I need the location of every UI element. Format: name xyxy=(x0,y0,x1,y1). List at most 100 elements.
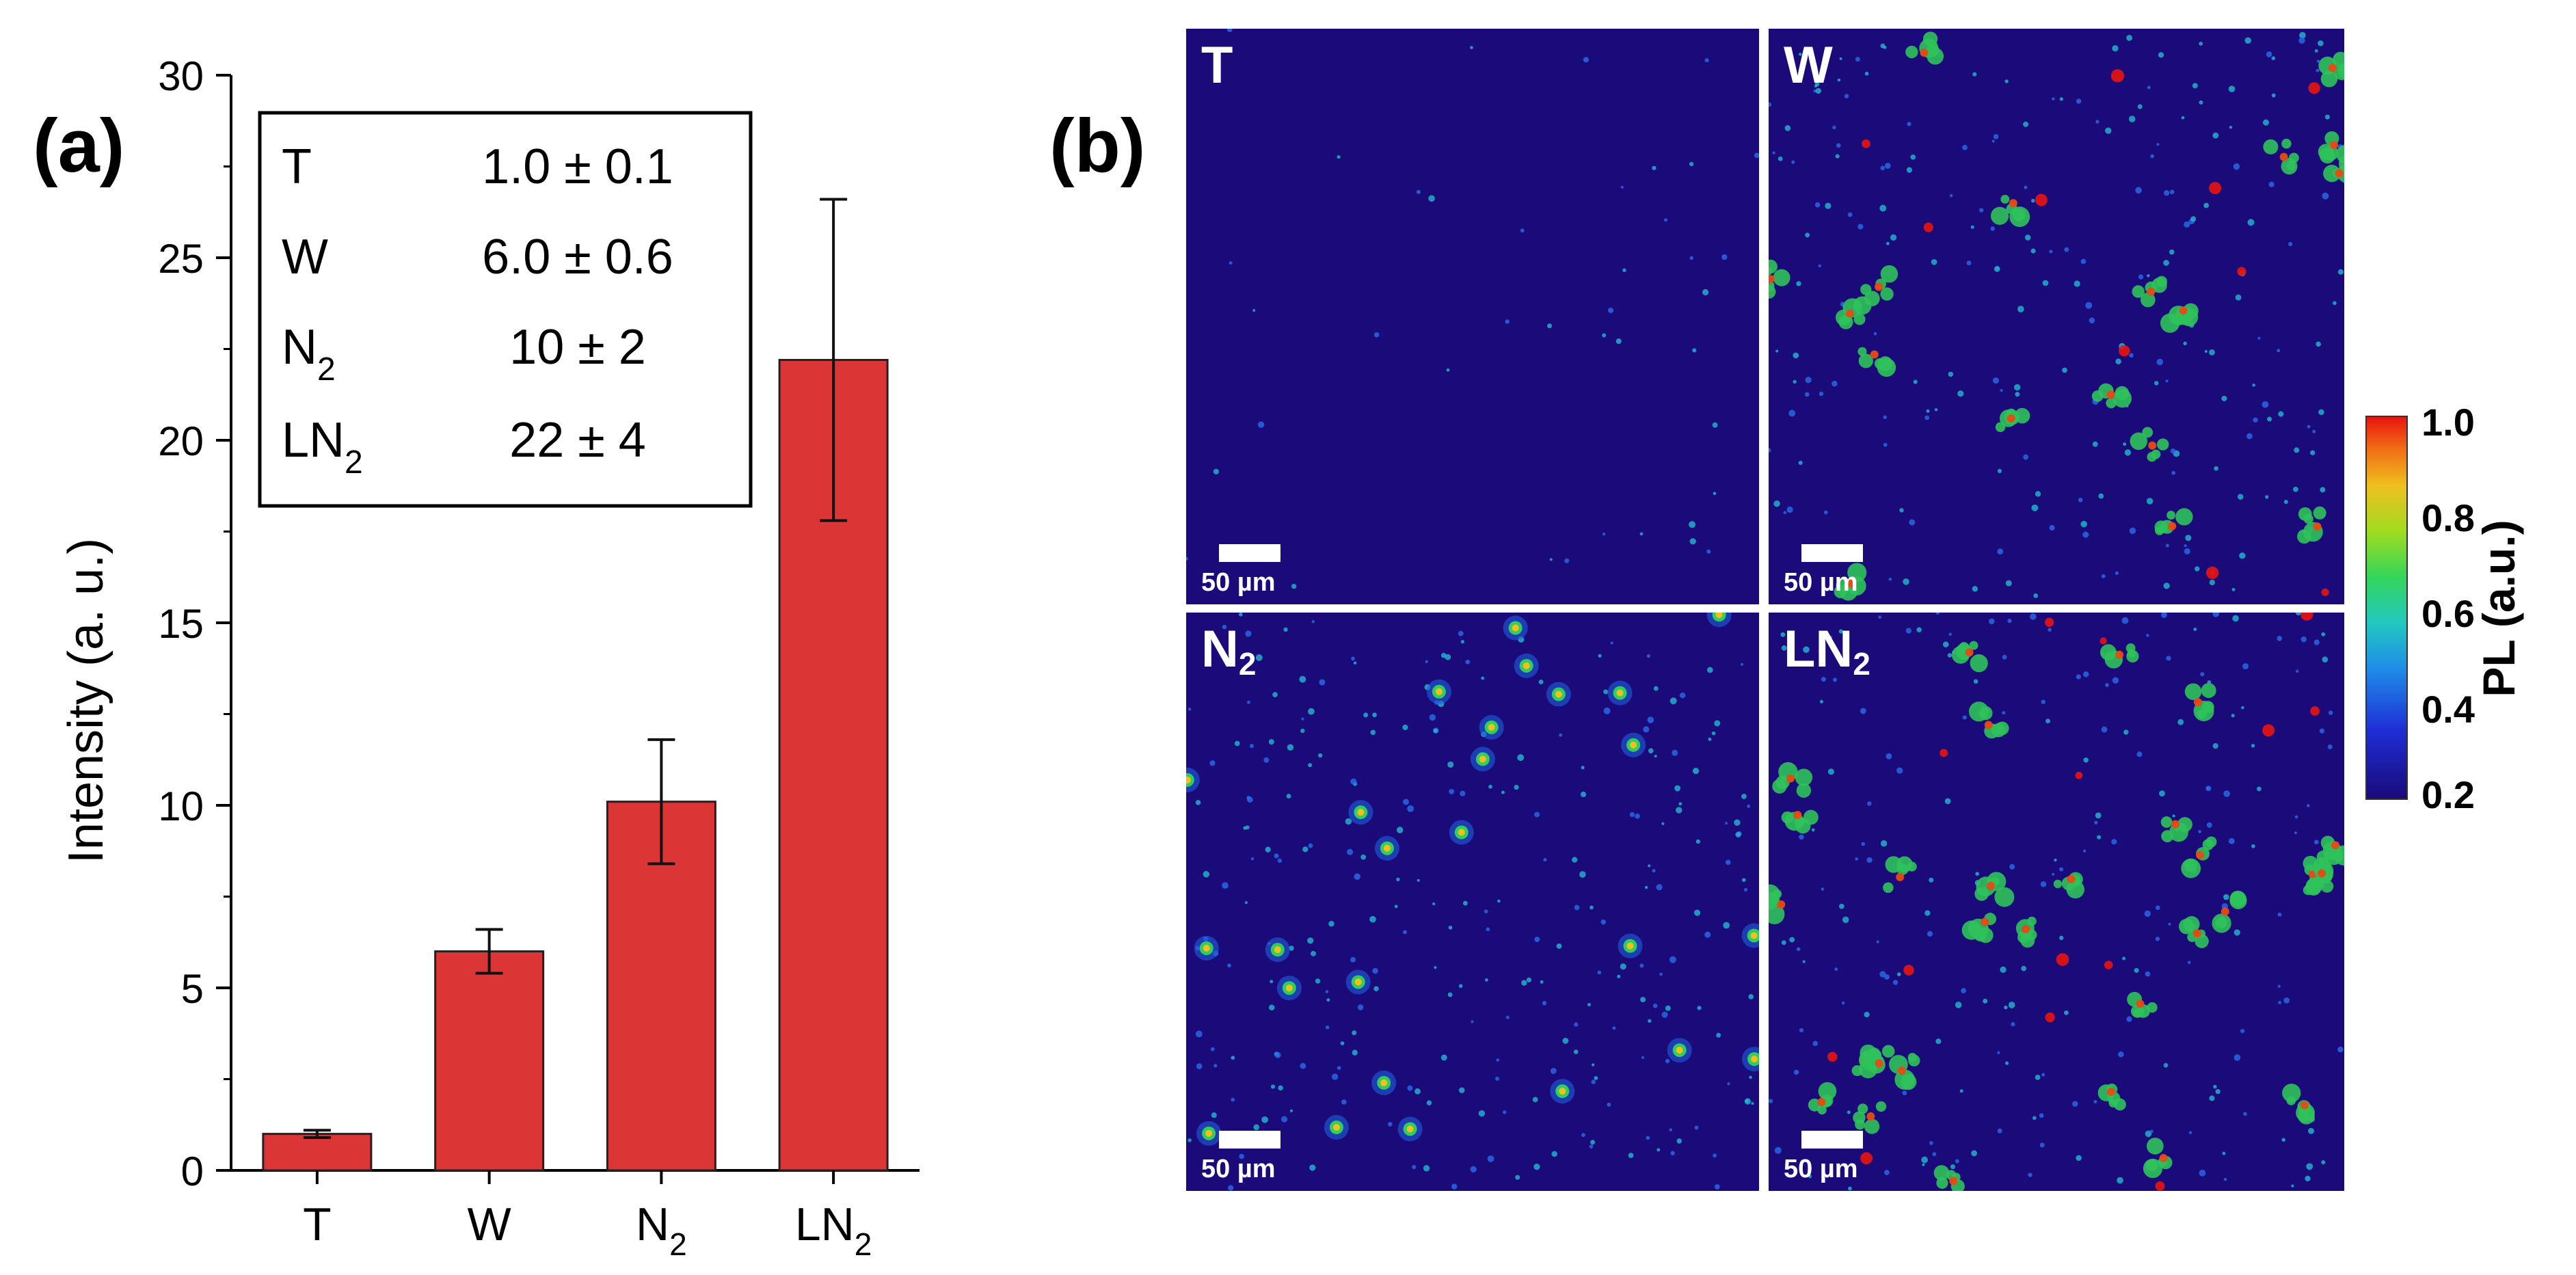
pl-spot xyxy=(2324,114,2330,120)
pl-spot xyxy=(2101,574,2106,578)
pl-spot xyxy=(2294,447,2300,453)
pl-spot xyxy=(1337,155,1341,159)
pl-spot xyxy=(2299,31,2306,39)
pl-spot xyxy=(1995,422,2006,433)
pl-spot xyxy=(2147,287,2156,296)
pl-spot xyxy=(1311,620,1315,623)
pl-spot xyxy=(1825,202,1832,209)
pl-spot xyxy=(1428,195,1435,202)
pl-spot xyxy=(1754,152,1759,159)
pl-spot xyxy=(2155,526,2164,535)
pl-spot xyxy=(1827,1051,1838,1062)
pl-spot xyxy=(1921,1156,1928,1164)
pl-spot xyxy=(2115,650,2124,659)
pl-spot xyxy=(2144,910,2151,917)
pl-spot xyxy=(1706,549,1711,554)
pl-spot xyxy=(2314,49,2318,53)
pl-spot xyxy=(1909,519,1916,526)
pl-spot xyxy=(2199,1169,2206,1177)
inset-row-value: 1.0 ± 0.1 xyxy=(482,139,673,194)
pl-spot xyxy=(2136,751,2143,757)
pl-spot xyxy=(1350,778,1357,785)
pl-spot xyxy=(1961,988,1967,994)
pl-spot xyxy=(1300,728,1305,734)
pl-spot xyxy=(1652,165,1656,170)
pl-spot xyxy=(2179,306,2188,315)
pl-spot xyxy=(1661,822,1665,825)
pl-spot xyxy=(2206,822,2212,828)
pl-spot xyxy=(1616,689,1624,697)
pl-spot xyxy=(2200,672,2205,677)
pl-spot xyxy=(2015,392,2020,397)
pl-spot xyxy=(1715,613,1723,619)
pl-spot xyxy=(1246,796,1253,803)
pl-spot xyxy=(1896,863,1909,876)
pl-spot xyxy=(1445,654,1451,660)
pl-spot xyxy=(1211,1112,1217,1118)
pl-spot xyxy=(2203,202,2209,209)
pl-spot xyxy=(2321,588,2329,596)
pl-spot xyxy=(1813,89,1816,93)
pl-spot xyxy=(2215,1089,2221,1095)
pl-spot xyxy=(1357,1004,1364,1010)
pl-spot xyxy=(2266,51,2272,57)
pl-map-title: LN2 xyxy=(1784,620,1870,682)
pl-spot xyxy=(1935,613,1940,615)
pl-spot xyxy=(1908,1054,1920,1066)
pl-spot xyxy=(2295,613,2302,616)
pl-spot xyxy=(2175,508,2193,526)
y-tick-label: 20 xyxy=(158,418,204,464)
pl-spot xyxy=(1533,1164,1540,1170)
pl-spot xyxy=(1447,992,1453,997)
pl-spot xyxy=(2239,552,2246,559)
pl-spot xyxy=(2030,248,2036,254)
pl-spot xyxy=(1903,965,1914,976)
pl-spot xyxy=(1734,819,1741,826)
pl-spot xyxy=(2277,635,2283,641)
pl-spot xyxy=(1272,692,1278,697)
pl-spot xyxy=(2244,37,2251,44)
pl-spot xyxy=(2268,181,2275,187)
pl-spot xyxy=(2177,719,2184,725)
pl-spot xyxy=(2147,85,2151,90)
pl-spot xyxy=(1818,647,1825,654)
pl-spot xyxy=(2305,1175,2311,1182)
pl-spot xyxy=(2126,34,2133,41)
pl-spot xyxy=(1540,980,1544,984)
pl-spot xyxy=(1902,1090,1907,1095)
pl-spot xyxy=(1845,309,1854,318)
pl-spot xyxy=(2233,1054,2241,1061)
pl-spot xyxy=(1788,410,1796,417)
pl-spot xyxy=(2117,1177,2123,1184)
pl-spot xyxy=(2318,409,2324,416)
pl-spot xyxy=(1860,708,1866,714)
pl-spot xyxy=(2215,917,2227,929)
pl-spot xyxy=(1907,122,1911,126)
pl-spot xyxy=(2009,206,2030,228)
pl-spot xyxy=(1997,1051,2000,1055)
pl-spot xyxy=(1935,1038,1942,1045)
pl-spot xyxy=(1975,872,1979,876)
pl-spot xyxy=(1447,761,1454,768)
pl-spot xyxy=(2288,152,2299,163)
pl-spot xyxy=(2030,613,2037,620)
pl-spot xyxy=(1924,415,1930,420)
pl-spot xyxy=(1514,785,1519,790)
pl-spot xyxy=(2228,837,2235,844)
pl-spot xyxy=(1926,409,1930,413)
pl-spot xyxy=(2190,216,2197,222)
pl-spot xyxy=(1600,919,1607,925)
pl-spot xyxy=(1640,997,1646,1003)
colorbar-tick: 0.8 xyxy=(2421,496,2475,539)
pl-spot xyxy=(2155,937,2160,941)
pl-spot xyxy=(2288,241,2293,247)
pl-spot xyxy=(1559,1088,1566,1095)
pl-map-title: N2 xyxy=(1201,620,1257,682)
pl-spot xyxy=(2197,709,2207,719)
pl-spot xyxy=(1238,613,1243,617)
pl-spot xyxy=(2278,411,2284,417)
pl-spot xyxy=(2322,192,2329,200)
pl-spot xyxy=(2115,571,2119,575)
pl-spot xyxy=(2082,671,2089,677)
x-tick-label: W xyxy=(468,1198,511,1250)
